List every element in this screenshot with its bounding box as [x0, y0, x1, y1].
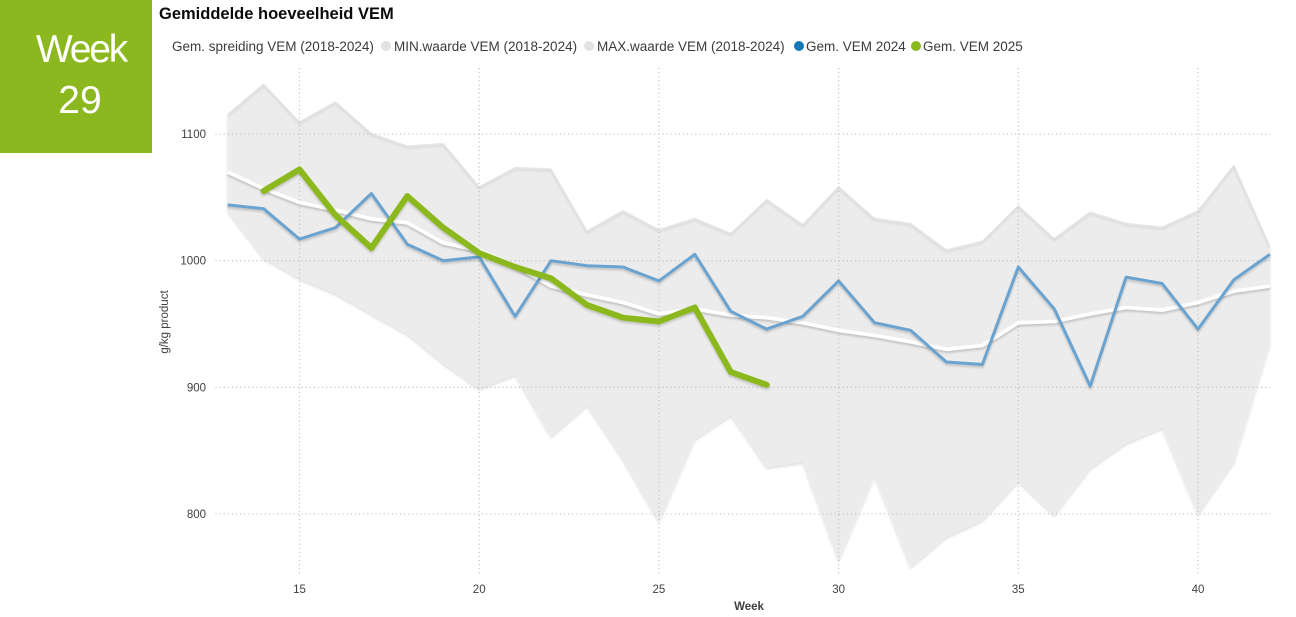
svg-text:1100: 1100: [181, 129, 206, 141]
svg-text:900: 900: [187, 382, 206, 394]
svg-text:Week: Week: [734, 601, 764, 613]
svg-text:35: 35: [1012, 584, 1025, 596]
svg-text:40: 40: [1192, 584, 1205, 596]
svg-text:20: 20: [473, 584, 486, 596]
svg-text:30: 30: [832, 584, 845, 596]
svg-text:15: 15: [293, 584, 306, 596]
svg-text:1000: 1000: [180, 256, 206, 268]
svg-text:25: 25: [653, 584, 666, 596]
svg-text:800: 800: [187, 509, 206, 521]
svg-text:g/kg product: g/kg product: [159, 290, 171, 354]
